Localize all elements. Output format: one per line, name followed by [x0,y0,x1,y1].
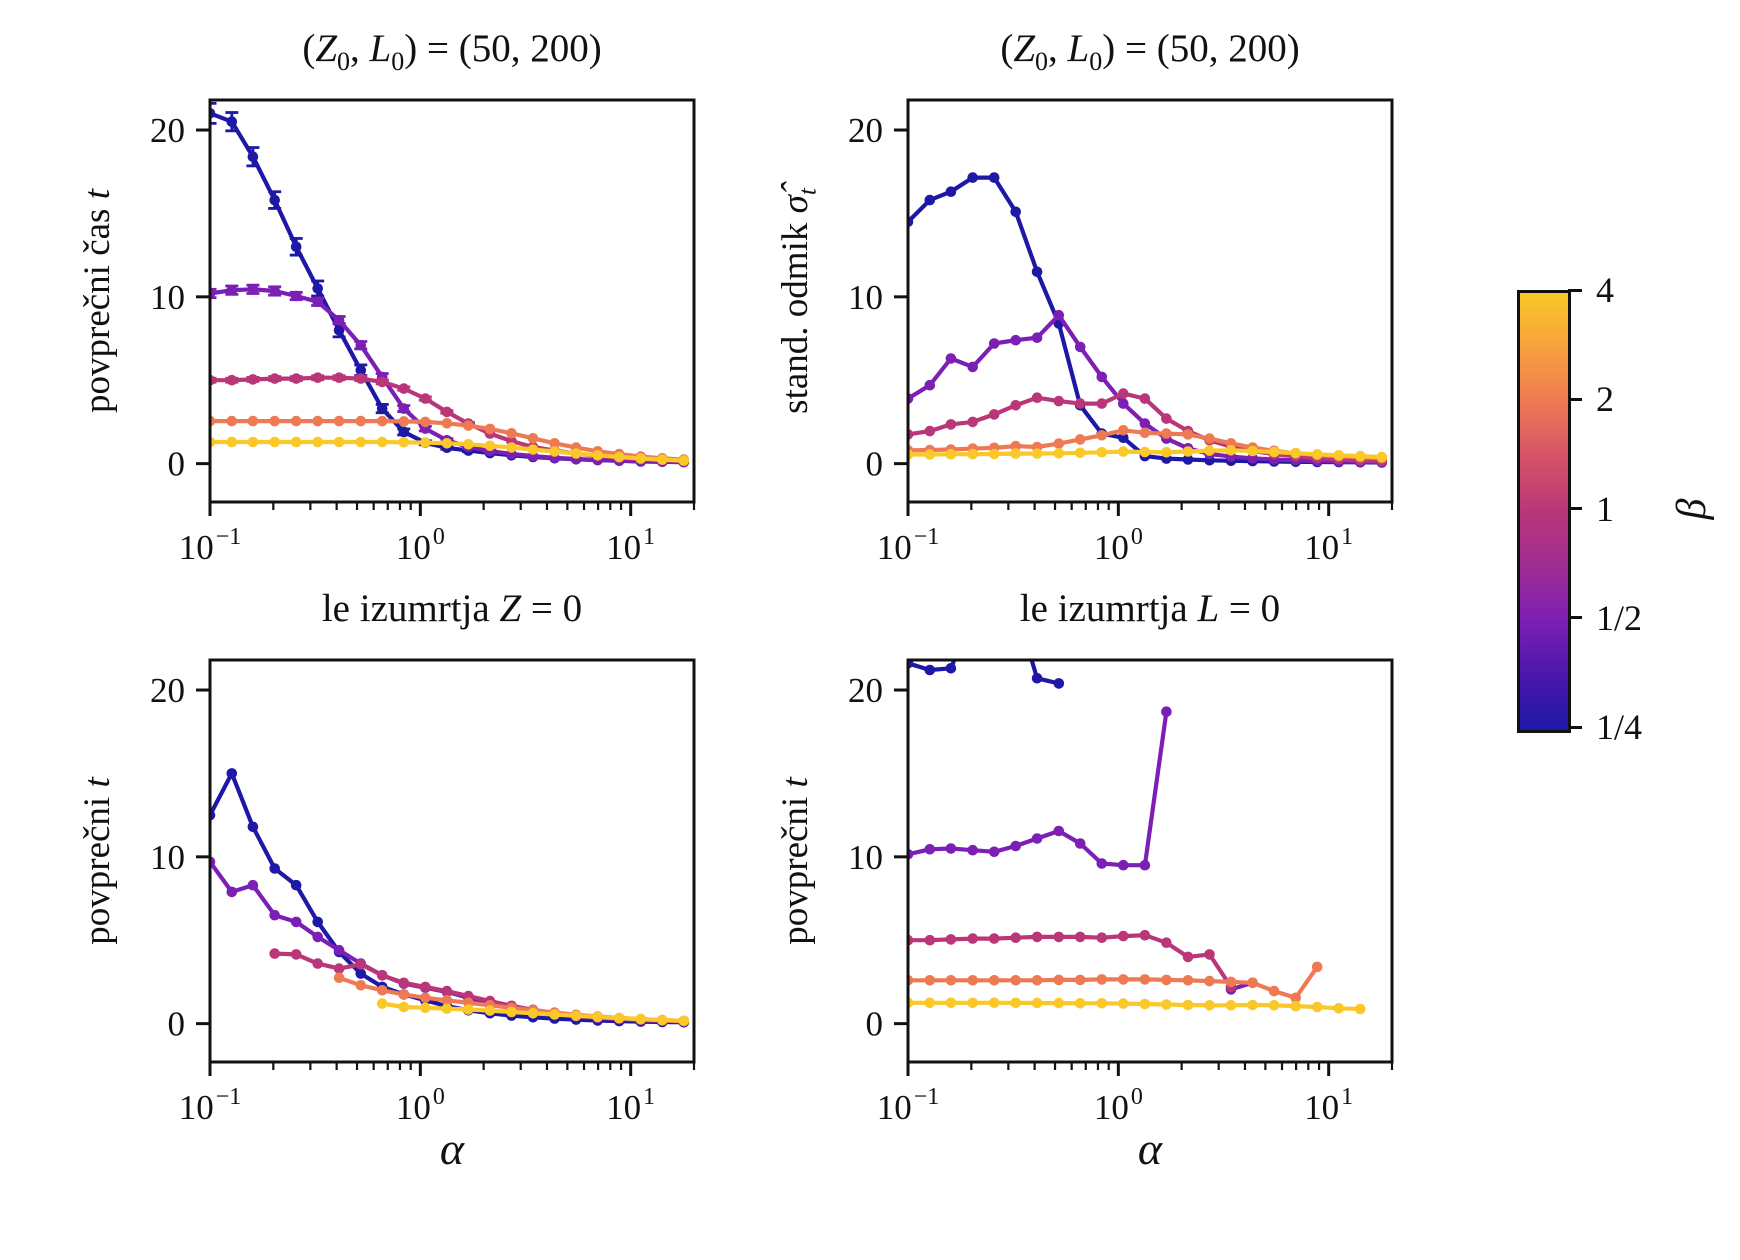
bl-series-area [210,768,690,1028]
title-bottom-right: le izumrtja L = 0 [1019,587,1281,630]
ylabel-top-left: povprečni čas t [77,189,118,413]
svg-text:101: 101 [1304,524,1353,567]
svg-text:10−1: 10−1 [877,1084,940,1127]
tr-series-area [908,172,1388,468]
colorbar-tick-label: 1 [1596,488,1614,529]
svg-text:10: 10 [150,838,185,877]
ylabel-top-right: stand. odmik σ̂t [775,188,822,414]
title-top-left: (Z0, L0) = (50, 200) [302,27,602,76]
bl-series-β = 4 [376,998,690,1027]
xlabel-alpha-right: α [1137,1123,1163,1174]
svg-text:100: 100 [396,1084,445,1127]
svg-text:0: 0 [168,445,186,484]
bl-series-β = 1 [269,948,690,1027]
br-series-β = 2 [908,961,1323,1004]
svg-text:0: 0 [168,1005,186,1044]
title-bottom-left: le izumrtja Z = 0 [321,587,583,630]
svg-text:100: 100 [1094,1084,1143,1127]
svg-text:10: 10 [848,278,883,317]
svg-text:10: 10 [150,278,185,317]
svg-text:10−1: 10−1 [179,524,242,567]
svg-text:20: 20 [150,111,185,150]
svg-text:0: 0 [866,1005,884,1044]
svg-text:100: 100 [1094,524,1143,567]
svg-text:20: 20 [848,671,883,710]
tr-series-β = 4 [908,445,1388,463]
br-series-β = 1/2 [908,706,1258,995]
svg-text:101: 101 [606,524,655,567]
br-series-β = 1 [908,929,1237,993]
colorbar-tick-label: 1/2 [1596,597,1643,638]
colorbar-label-beta: β [1669,498,1715,520]
colorbar-tick-label: 2 [1596,379,1614,420]
svg-text:100: 100 [396,524,445,567]
svg-text:101: 101 [1304,1084,1353,1127]
svg-text:20: 20 [848,111,883,150]
tr-series-β = 1/2 [908,309,1388,468]
colorbar-tick [1568,397,1582,401]
colorbar [1517,290,1571,733]
tl-series-β = 2 [210,415,690,465]
br-series-β = 4 [908,997,1366,1015]
colorbar-tick [1568,616,1582,620]
svg-text:0: 0 [866,445,884,484]
svg-text:101: 101 [606,1084,655,1127]
svg-text:10−1: 10−1 [179,1084,242,1127]
svg-text:20: 20 [150,671,185,710]
tl-series-β = 4 [210,436,690,466]
colorbar-tick [1568,288,1582,292]
title-top-right: (Z0, L0) = (50, 200) [1000,27,1300,76]
xlabel-alpha-left: α [439,1123,465,1174]
br-series-area [908,660,1366,1015]
colorbar-tick-label: 4 [1596,270,1614,310]
colorbar-tick-label: 1/4 [1596,707,1643,747]
ylabel-bottom-right: povprečni t [775,777,816,945]
tl-series-area [210,101,690,468]
colorbar-tick [1568,725,1582,729]
svg-text:10−1: 10−1 [877,524,940,567]
svg-text:10: 10 [848,838,883,877]
colorbar-tick [1568,507,1582,510]
ylabel-bottom-left: povprečni t [77,777,118,945]
